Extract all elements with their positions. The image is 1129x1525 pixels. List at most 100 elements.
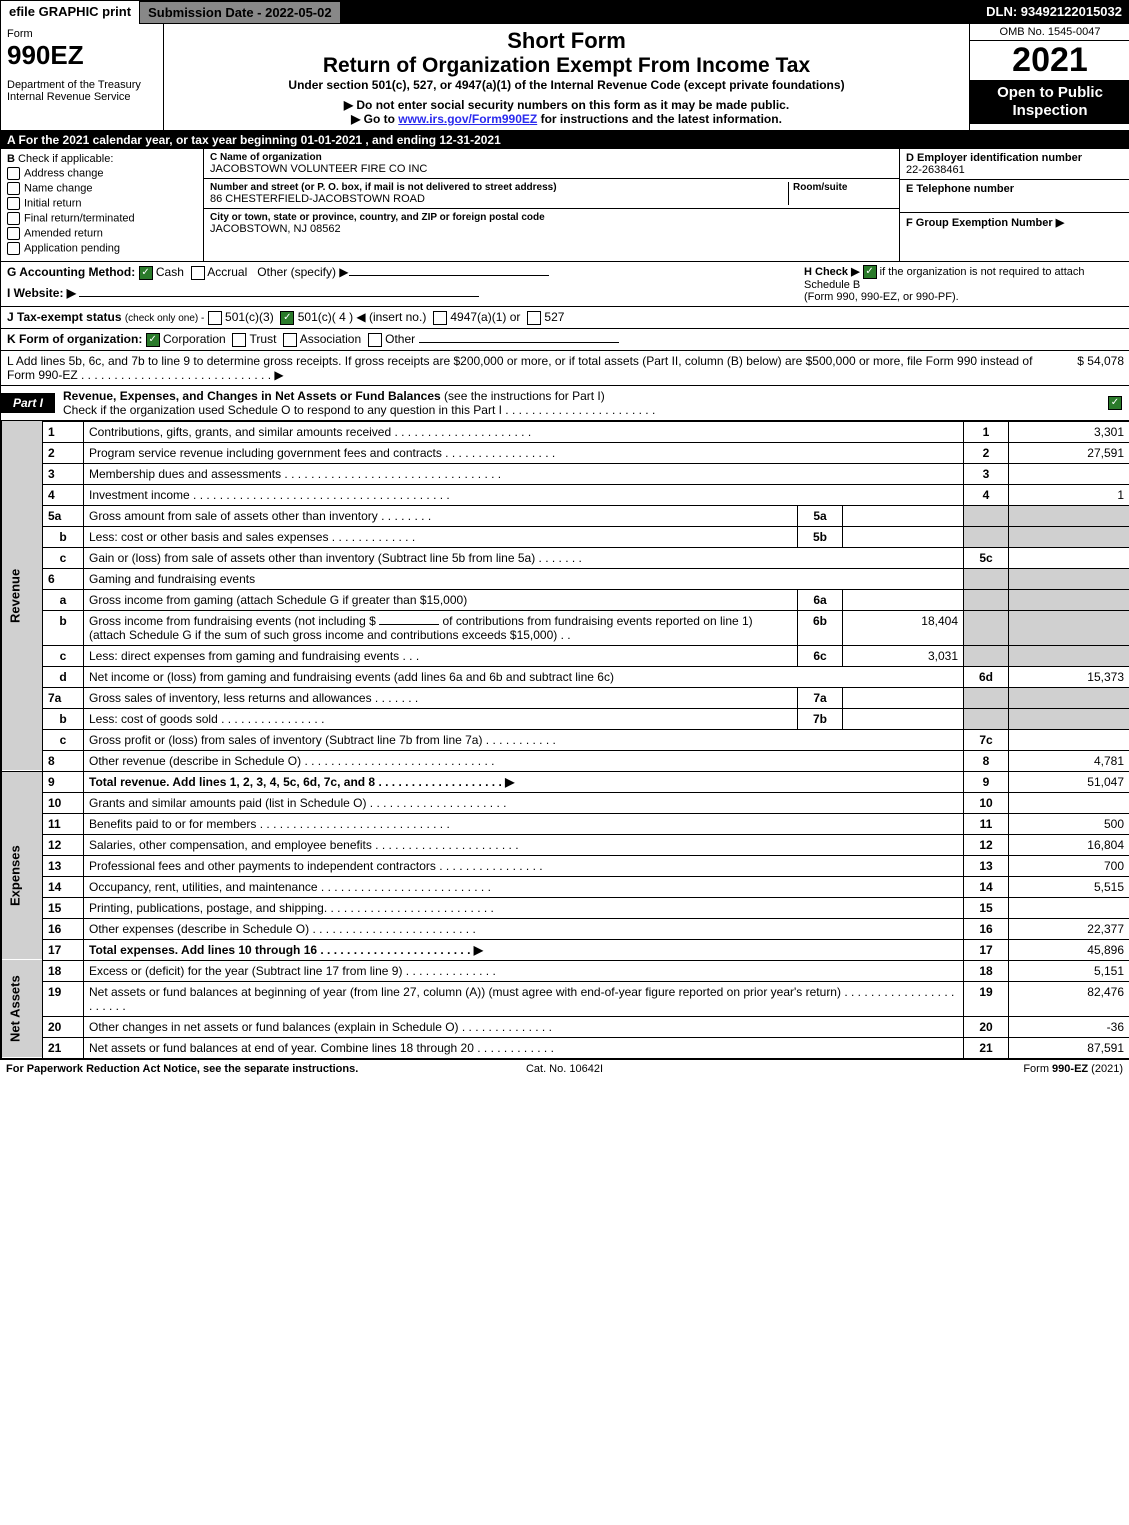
chk-4947[interactable] — [433, 311, 447, 325]
r2-box: 2 — [964, 442, 1009, 463]
r6a-shade2 — [1009, 589, 1129, 610]
r6b-desc: Gross income from fundraising events (no… — [84, 610, 798, 645]
row-5a: 5a Gross amount from sale of assets othe… — [2, 505, 1129, 526]
other-org-input[interactable] — [419, 342, 619, 343]
irs-link[interactable]: www.irs.gov/Form990EZ — [398, 112, 537, 126]
block-b-c-d: B Check if applicable: Address change Na… — [1, 149, 1129, 262]
footer-right-post: (2021) — [1088, 1063, 1123, 1075]
website-input[interactable] — [79, 296, 479, 297]
row-6b: b Gross income from fundraising events (… — [2, 610, 1129, 645]
part1-tab: Part I — [1, 393, 55, 413]
r6b-ma: 18,404 — [843, 610, 964, 645]
row-20: 20 Other changes in net assets or fund b… — [2, 1016, 1129, 1037]
r5b-desc: Less: cost or other basis and sales expe… — [84, 526, 798, 547]
r6b-mb: 6b — [798, 610, 843, 645]
chk-501c[interactable]: ✓ — [280, 311, 294, 325]
dept-treasury: Department of the Treasury — [7, 79, 157, 91]
r6b-shade2 — [1009, 610, 1129, 645]
expenses-section-label: Expenses — [2, 792, 43, 960]
r13-box: 13 — [964, 855, 1009, 876]
r12-box: 12 — [964, 834, 1009, 855]
other-input[interactable] — [349, 275, 549, 276]
chk-initial-return[interactable]: Initial return — [7, 197, 197, 210]
chk-527[interactable] — [527, 311, 541, 325]
instr2-pre: ▶ Go to — [351, 112, 398, 126]
r12-num: 12 — [43, 834, 84, 855]
row-1: Revenue 1 Contributions, gifts, grants, … — [2, 421, 1129, 442]
accrual-label: Accrual — [207, 265, 247, 279]
row-11: 11 Benefits paid to or for members . . .… — [2, 813, 1129, 834]
chk-other-org[interactable] — [368, 333, 382, 347]
r13-amt: 700 — [1009, 855, 1129, 876]
row-3: 3 Membership dues and assessments . . . … — [2, 463, 1129, 484]
j-line: J Tax-exempt status (check only one) - 5… — [1, 307, 1129, 329]
chk-trust[interactable] — [232, 333, 246, 347]
city-label: City or town, state or province, country… — [210, 212, 893, 223]
submission-date: Submission Date - 2022-05-02 — [139, 1, 341, 24]
r18-num: 18 — [43, 960, 84, 981]
r6b-pre: Gross income from fundraising events (no… — [89, 614, 376, 628]
r16-amt: 22,377 — [1009, 918, 1129, 939]
check-if-applicable: Check if applicable: — [18, 153, 113, 165]
h-text-3: (Form 990, 990-EZ, or 990-PF). — [804, 291, 959, 303]
r7a-shade — [964, 687, 1009, 708]
r19-desc: Net assets or fund balances at beginning… — [84, 981, 964, 1016]
r12-amt: 16,804 — [1009, 834, 1129, 855]
chk-final-return[interactable]: Final return/terminated — [7, 212, 197, 225]
chk-cash[interactable]: ✓ — [139, 266, 153, 280]
r1-num: 1 — [43, 421, 84, 442]
r9-desc: Total revenue. Add lines 1, 2, 3, 4, 5c,… — [84, 771, 964, 792]
r15-box: 15 — [964, 897, 1009, 918]
city-value: JACOBSTOWN, NJ 08562 — [210, 223, 893, 235]
part1-table: Revenue 1 Contributions, gifts, grants, … — [1, 421, 1129, 1059]
r3-box: 3 — [964, 463, 1009, 484]
chk-501c3[interactable] — [208, 311, 222, 325]
r11-amt: 500 — [1009, 813, 1129, 834]
chk-corporation[interactable]: ✓ — [146, 333, 160, 347]
r13-desc: Professional fees and other payments to … — [84, 855, 964, 876]
g-label: G Accounting Method: — [7, 265, 135, 279]
row-15: 15 Printing, publications, postage, and … — [2, 897, 1129, 918]
r11-box: 11 — [964, 813, 1009, 834]
r18-amt: 5,151 — [1009, 960, 1129, 981]
row-2: 2 Program service revenue including gove… — [2, 442, 1129, 463]
footer-center: Cat. No. 10642I — [378, 1063, 750, 1075]
topbar-spacer — [341, 1, 979, 24]
efile-print[interactable]: efile GRAPHIC print — [1, 1, 139, 24]
footer-left: For Paperwork Reduction Act Notice, see … — [6, 1063, 378, 1075]
chk-accrual[interactable] — [191, 266, 205, 280]
part1-title-text: Revenue, Expenses, and Changes in Net As… — [63, 389, 441, 403]
chk-h[interactable]: ✓ — [863, 265, 877, 279]
row-7c: c Gross profit or (loss) from sales of i… — [2, 729, 1129, 750]
r1-box: 1 — [964, 421, 1009, 442]
chk-association[interactable] — [283, 333, 297, 347]
r8-amt: 4,781 — [1009, 750, 1129, 771]
opt-association: Association — [300, 332, 361, 346]
r5b-mb: 5b — [798, 526, 843, 547]
l-line: L Add lines 5b, 6c, and 7b to line 9 to … — [1, 351, 1129, 386]
j-note: (check only one) - — [125, 313, 204, 324]
r5c-amt — [1009, 547, 1129, 568]
chk-amended-return[interactable]: Amended return — [7, 227, 197, 240]
section-b: B Check if applicable: Address change Na… — [1, 149, 204, 261]
open-public-badge: Open to Public Inspection — [970, 80, 1129, 124]
r5b-num: b — [43, 526, 84, 547]
omb-number: OMB No. 1545-0047 — [970, 24, 1129, 41]
opt-other-org: Other — [385, 332, 415, 346]
r16-desc: Other expenses (describe in Schedule O) … — [84, 918, 964, 939]
cash-label: Cash — [156, 265, 184, 279]
chk-part1-schedo[interactable]: ✓ — [1108, 396, 1122, 410]
c-name-label: C Name of organization — [210, 152, 893, 163]
r10-desc: Grants and similar amounts paid (list in… — [84, 792, 964, 813]
r16-num: 16 — [43, 918, 84, 939]
other-label: Other (specify) ▶ — [257, 265, 348, 279]
chk-name-change[interactable]: Name change — [7, 182, 197, 195]
chk-address-change[interactable]: Address change — [7, 167, 197, 180]
r5a-mb: 5a — [798, 505, 843, 526]
r6c-shade2 — [1009, 645, 1129, 666]
chk-application-pending[interactable]: Application pending — [7, 242, 197, 255]
r6b-contrib-input[interactable] — [379, 624, 439, 625]
row-4: 4 Investment income . . . . . . . . . . … — [2, 484, 1129, 505]
r3-num: 3 — [43, 463, 84, 484]
r19-box: 19 — [964, 981, 1009, 1016]
